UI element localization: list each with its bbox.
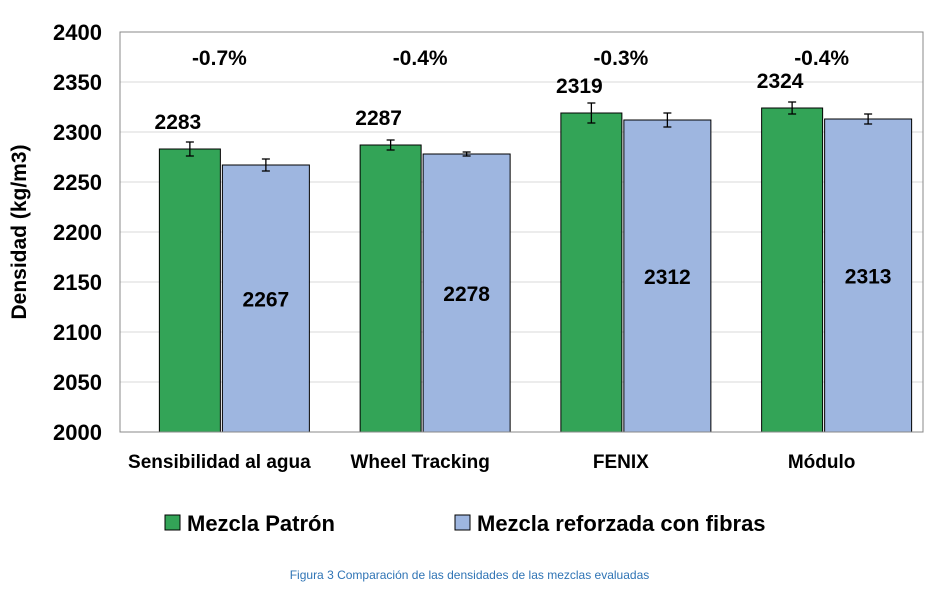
y-tick-label: 2350 bbox=[53, 70, 102, 95]
bar bbox=[359, 144, 422, 433]
legend-label: Mezcla Patrón bbox=[187, 511, 335, 536]
bar bbox=[761, 107, 824, 433]
x-category-label: FENIX bbox=[593, 452, 649, 473]
x-category-label: Wheel Tracking bbox=[350, 452, 489, 473]
percent-annotation: -0.3% bbox=[593, 47, 648, 70]
y-tick-label: 2400 bbox=[53, 20, 102, 45]
y-tick-label: 2000 bbox=[53, 420, 102, 445]
y-tick-label: 2100 bbox=[53, 320, 102, 345]
data-label: 2267 bbox=[243, 289, 290, 312]
bars-group bbox=[158, 107, 913, 433]
y-tick-label: 2050 bbox=[53, 370, 102, 395]
density-bar-chart: 2283 2267 2287 2278 2319 2312 2324 2313 2000 205… bbox=[8, 20, 924, 536]
y-tick-labels: 2000 2050 2100 2150 2200 2250 2300 2350 2400 bbox=[53, 20, 102, 445]
y-axis-title: Densidad (kg/m3) bbox=[8, 144, 31, 319]
percent-annotations: -0.7% -0.4% -0.3% -0.4% bbox=[192, 47, 849, 70]
y-tick-label: 2250 bbox=[53, 170, 102, 195]
data-label: 2278 bbox=[443, 283, 490, 306]
bar bbox=[158, 148, 221, 433]
figure-caption: Figura 3 Comparación de las densidades d… bbox=[289, 568, 650, 582]
legend-swatch bbox=[164, 514, 181, 531]
legend: Mezcla Patrón Mezcla reforzada con fibras bbox=[164, 511, 766, 536]
y-tick-label: 2300 bbox=[53, 120, 102, 145]
x-category-label: Sensibilidad al agua bbox=[128, 452, 311, 473]
y-tick-label: 2200 bbox=[53, 220, 102, 245]
data-label: 2283 bbox=[155, 111, 202, 134]
x-category-labels: Sensibilidad al agua Wheel Tracking FENIX M… bbox=[128, 452, 855, 473]
percent-annotation: -0.4% bbox=[393, 47, 448, 70]
percent-annotation: -0.7% bbox=[192, 47, 247, 70]
legend-label: Mezcla reforzada con fibras bbox=[477, 511, 766, 536]
bar bbox=[221, 164, 310, 433]
y-tick-label: 2150 bbox=[53, 270, 102, 295]
data-label: 2287 bbox=[355, 107, 402, 130]
data-labels-group: 2283 2267 2287 2278 2319 2312 2324 2313 bbox=[155, 70, 892, 312]
bar bbox=[560, 112, 623, 433]
data-label: 2324 bbox=[757, 70, 804, 93]
error-bars-group bbox=[185, 101, 873, 172]
plot-area-frame bbox=[119, 31, 924, 433]
data-label: 2312 bbox=[644, 266, 691, 289]
legend-swatch bbox=[454, 514, 471, 531]
x-category-label: Módulo bbox=[788, 452, 856, 473]
data-label: 2319 bbox=[556, 75, 603, 98]
percent-annotation: -0.4% bbox=[794, 47, 849, 70]
data-label: 2313 bbox=[845, 266, 892, 289]
